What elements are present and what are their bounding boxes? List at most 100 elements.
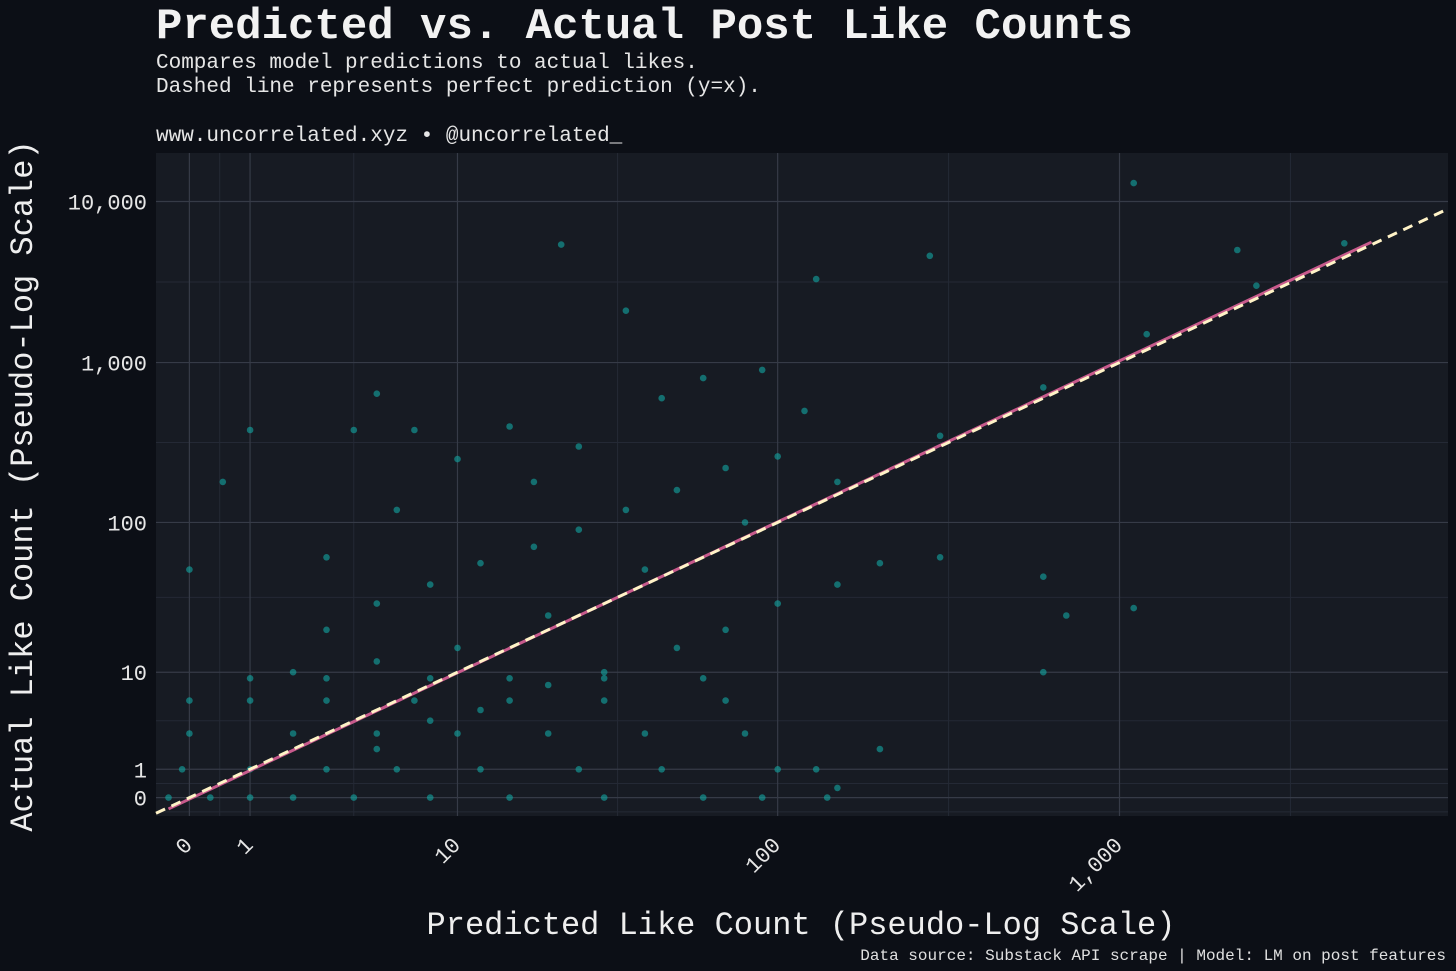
- data-point: [350, 794, 358, 801]
- x-tick-label: 1,000: [1064, 833, 1128, 897]
- data-point: [530, 478, 538, 486]
- data-point: [411, 426, 418, 434]
- data-point: [758, 794, 766, 801]
- data-point: [323, 697, 330, 704]
- data-point: [506, 675, 513, 682]
- data-point: [834, 581, 841, 588]
- data-point: [758, 366, 766, 374]
- data-point: [774, 453, 781, 460]
- data-point: [246, 426, 254, 434]
- data-point: [426, 675, 434, 682]
- chart-caption: Data source: Substack API scrape | Model…: [860, 947, 1446, 965]
- data-point: [426, 581, 434, 588]
- data-point: [373, 745, 381, 753]
- data-point: [876, 559, 884, 567]
- data-point: [323, 675, 330, 682]
- data-points: [165, 179, 1348, 801]
- data-point: [477, 766, 484, 773]
- data-point: [575, 766, 583, 773]
- major-gridlines: [156, 153, 1448, 816]
- data-point: [1341, 240, 1348, 247]
- data-point: [658, 766, 665, 773]
- data-point: [673, 486, 681, 494]
- chart-title: Predicted vs. Actual Post Like Counts: [156, 2, 1133, 52]
- data-point: [207, 794, 214, 801]
- chart-subtitle-line-2: Dashed line represents perfect predictio…: [156, 76, 761, 99]
- data-point: [246, 794, 254, 801]
- data-point: [926, 252, 934, 260]
- data-point: [641, 730, 649, 737]
- x-axis-title: Predicted Like Count (Pseudo-Log Scale): [427, 907, 1176, 944]
- data-point: [741, 730, 749, 737]
- data-point: [722, 626, 729, 634]
- data-point: [722, 464, 729, 472]
- chart-subtitle-line-1: Compares model predictions to actual lik…: [156, 52, 698, 75]
- data-point: [1040, 384, 1047, 391]
- x-tick-label: 1: [232, 833, 259, 860]
- data-point: [246, 675, 254, 682]
- data-point: [544, 730, 552, 737]
- data-point: [622, 307, 630, 315]
- y-tick-label: 1: [134, 759, 147, 784]
- minor-gridlines: [156, 153, 1448, 816]
- data-point: [801, 407, 808, 415]
- data-point: [699, 794, 707, 801]
- data-point: [411, 697, 418, 704]
- data-point: [1130, 604, 1137, 612]
- data-point: [658, 394, 665, 402]
- chart-credit: www.uncorrelated.xyz • @uncorrelated_: [156, 125, 623, 148]
- data-point: [289, 668, 297, 676]
- data-point: [641, 566, 649, 573]
- data-point: [350, 426, 358, 434]
- data-point: [186, 730, 193, 737]
- data-point: [774, 600, 781, 607]
- data-point: [823, 794, 831, 801]
- data-point: [622, 506, 630, 514]
- x-tick-labels: 0 1 10 100 1,000: [171, 833, 1128, 897]
- data-point: [530, 543, 538, 551]
- x-tick-label: 10: [430, 833, 466, 869]
- data-point: [454, 644, 461, 652]
- data-point: [373, 730, 381, 737]
- data-point: [1040, 668, 1047, 676]
- y-tick-label: 100: [107, 512, 147, 537]
- data-point: [186, 566, 193, 573]
- data-point: [600, 794, 608, 801]
- data-point: [323, 626, 330, 634]
- x-tick-label: 100: [741, 833, 787, 879]
- data-point: [477, 706, 484, 714]
- data-point: [165, 794, 172, 801]
- data-point: [393, 506, 401, 514]
- data-point: [373, 600, 381, 607]
- data-point: [936, 554, 944, 561]
- data-point: [506, 794, 513, 801]
- data-point: [1040, 573, 1047, 580]
- data-point: [454, 455, 461, 463]
- data-point: [289, 794, 297, 801]
- data-point: [876, 745, 884, 753]
- plot-panel: [156, 153, 1448, 816]
- data-point: [600, 697, 608, 704]
- data-point: [373, 390, 381, 398]
- y-tick-labels: 0 1 10 100 1,000 10,000: [68, 192, 147, 813]
- data-point: [741, 519, 749, 526]
- data-point: [506, 697, 513, 704]
- y-tick-label: 0: [134, 788, 147, 813]
- data-point: [178, 766, 186, 773]
- data-point: [575, 443, 583, 450]
- data-point: [477, 559, 484, 567]
- data-point: [219, 478, 227, 486]
- data-point: [600, 675, 608, 682]
- y-axis-title: Actual Like Count (Pseudo-Log Scale): [5, 140, 42, 831]
- data-point: [812, 275, 820, 283]
- data-point: [699, 675, 707, 682]
- data-point: [323, 766, 330, 773]
- data-point: [393, 766, 401, 773]
- data-point: [373, 658, 381, 665]
- data-point: [186, 697, 193, 704]
- data-point: [506, 423, 513, 430]
- y-tick-label: 10: [121, 662, 147, 687]
- data-point: [834, 784, 841, 792]
- data-point: [673, 644, 681, 652]
